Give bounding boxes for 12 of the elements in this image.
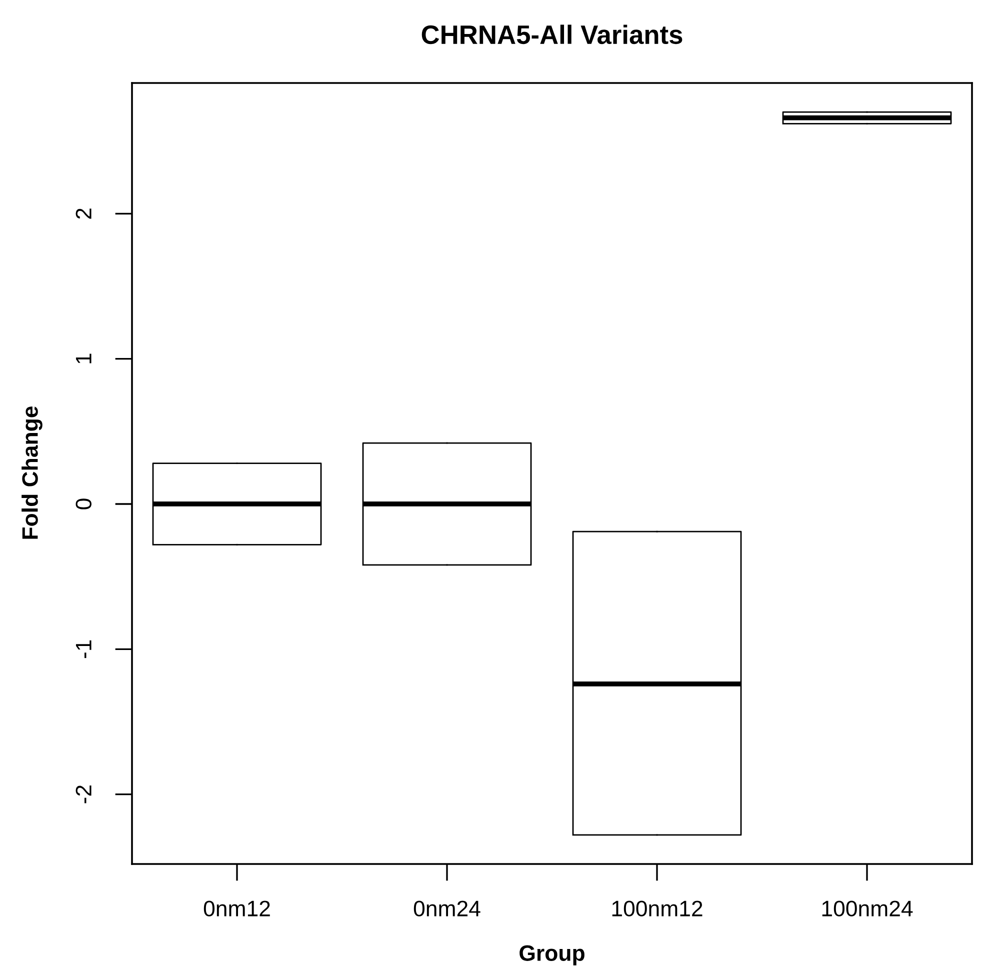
y-tick-label: 1 [76, 354, 92, 364]
x-tick-label: 100nm24 [822, 900, 913, 916]
x-tick-label: 0nm24 [414, 900, 480, 916]
y-tick-label: -1 [76, 640, 92, 658]
y-tick-label: -2 [76, 786, 92, 804]
x-axis-title: Group [520, 945, 584, 966]
chart-title: CHRNA5-All Variants [422, 24, 682, 44]
y-tick-label: 0 [76, 498, 92, 510]
x-tick-label: 100nm12 [612, 900, 702, 916]
x-tick-label: 0nm12 [204, 900, 270, 916]
y-tick-label: 2 [76, 208, 92, 219]
y-axis-title: Fold Change [22, 406, 42, 539]
